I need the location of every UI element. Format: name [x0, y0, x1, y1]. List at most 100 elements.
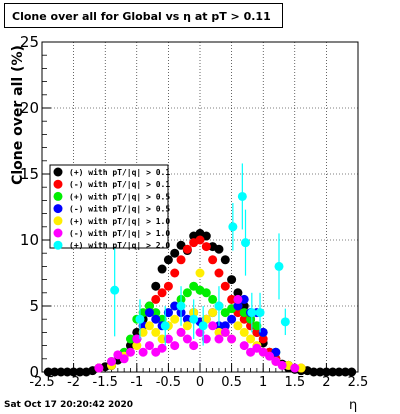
data-point — [132, 327, 142, 337]
x-tick-label: -2 — [67, 375, 80, 390]
data-point — [227, 275, 237, 285]
data-point — [189, 314, 199, 324]
data-point — [135, 314, 145, 324]
data-point — [290, 363, 300, 373]
legend-marker — [53, 240, 63, 250]
data-point — [255, 308, 265, 318]
data-point — [138, 327, 148, 337]
data-point — [258, 327, 268, 337]
legend-box — [49, 164, 169, 249]
x-tick-label: 0 — [196, 375, 204, 390]
x-tick-label: 2.5 — [348, 375, 369, 390]
title-box: Clone over all for Global vs η at pT > 0… — [4, 3, 283, 28]
x-tick-label: -1.5 — [93, 375, 118, 390]
data-point — [151, 327, 161, 337]
data-point — [151, 314, 161, 324]
data-point — [195, 235, 205, 245]
data-point — [170, 301, 180, 311]
data-point — [214, 301, 224, 311]
data-point — [246, 334, 256, 344]
data-point — [237, 191, 247, 201]
data-point — [157, 334, 167, 344]
data-point — [214, 327, 224, 337]
legend-marker — [53, 204, 63, 214]
data-point — [233, 301, 243, 311]
legend-label: (+) with pT/|q| > 0.1 — [69, 167, 170, 177]
data-point — [208, 308, 218, 318]
y-tick-label: 5 — [29, 297, 39, 315]
y-tick-label: 10 — [20, 231, 39, 249]
data-point — [56, 367, 66, 377]
data-point — [239, 327, 249, 337]
legend-label: (-) with pT/|q| > 0.5 — [69, 204, 170, 214]
data-point — [265, 351, 275, 361]
data-point — [227, 314, 237, 324]
data-point — [163, 334, 173, 344]
x-tick-label: 2 — [322, 375, 330, 390]
legend-marker — [53, 228, 63, 238]
data-point — [258, 334, 268, 344]
data-point — [170, 268, 180, 278]
x-axis-label: η — [349, 398, 358, 413]
data-point — [239, 308, 249, 318]
data-point — [296, 363, 306, 373]
data-point — [160, 321, 170, 331]
data-point — [239, 301, 249, 311]
data-point — [252, 321, 262, 331]
data-point — [110, 285, 120, 295]
data-point — [182, 244, 192, 254]
data-point — [247, 308, 257, 318]
data-point — [189, 341, 199, 351]
y-tick-label: 15 — [20, 165, 39, 183]
data-point — [239, 341, 249, 351]
data-point — [227, 334, 237, 344]
data-point — [201, 242, 211, 252]
legend-marker — [53, 216, 63, 226]
data-point — [176, 255, 186, 265]
legend-label: (+) with pT/|q| > 0.5 — [69, 191, 170, 201]
y-tick-label: 20 — [20, 99, 39, 117]
data-point — [144, 301, 154, 311]
data-point — [309, 367, 319, 377]
data-point — [246, 321, 256, 331]
data-point — [274, 261, 284, 271]
data-point — [107, 356, 117, 366]
axis-ticks: -2.5 -2 -1.5 -1 -0.5 0 0.5 1 1.5 2 2.5 0 5 10 15 20 25 — [20, 33, 368, 390]
y-tick-label: 25 — [20, 33, 39, 51]
data-point — [233, 288, 243, 298]
data-point — [163, 255, 173, 265]
data-point — [125, 334, 135, 344]
data-point — [176, 327, 186, 337]
data-point — [176, 301, 186, 311]
data-point — [277, 360, 287, 370]
data-point — [214, 244, 224, 254]
data-point — [233, 294, 243, 304]
data-point — [195, 268, 205, 278]
legend-marker — [53, 167, 63, 177]
data-point — [182, 288, 192, 298]
data-point — [50, 367, 60, 377]
data-point — [151, 308, 161, 318]
data-point — [220, 327, 230, 337]
data-point — [340, 367, 350, 377]
data-point — [157, 343, 167, 353]
data-point — [233, 321, 243, 331]
data-point — [170, 314, 180, 324]
data-point — [347, 367, 357, 377]
data-points — [43, 163, 357, 377]
data-point — [144, 341, 154, 351]
data-point — [125, 347, 135, 357]
legend: (+) with pT/|q| > 0.1 (-) with pT/|q| > 0… — [49, 164, 170, 250]
data-point — [201, 288, 211, 298]
x-tick-label: -0.5 — [156, 375, 181, 390]
data-point — [334, 367, 344, 377]
data-point — [144, 308, 154, 318]
data-point — [208, 255, 218, 265]
data-point — [163, 281, 173, 291]
data-point — [163, 308, 173, 318]
data-point — [239, 314, 249, 324]
series-6 — [110, 163, 290, 346]
x-tick-label: 1 — [259, 375, 267, 390]
chart-title: Clone over all for Global vs η at pT > 0… — [12, 10, 271, 23]
timestamp-footer: Sat Oct 17 20:20:42 2020 — [4, 400, 134, 410]
